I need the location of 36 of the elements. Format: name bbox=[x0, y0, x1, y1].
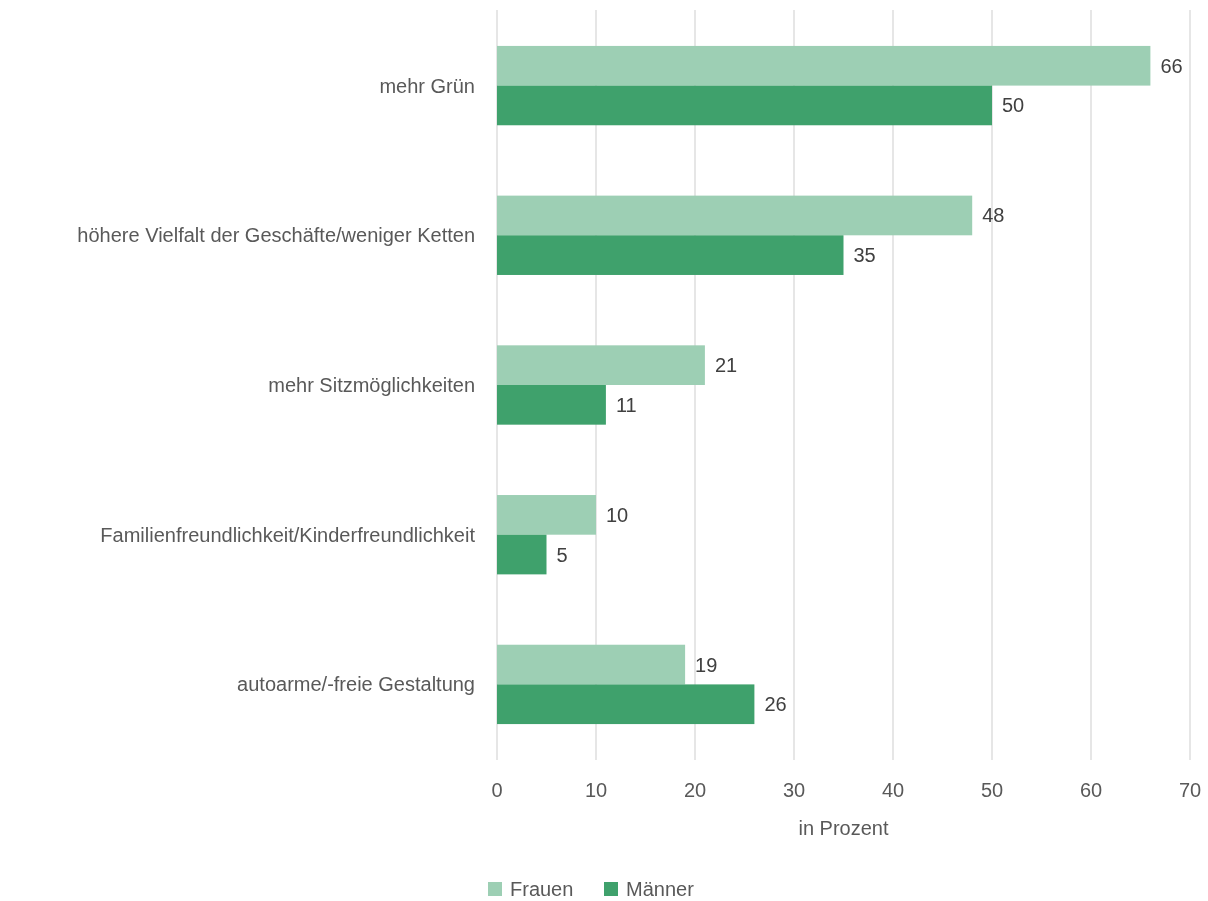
x-axis-title: in Prozent bbox=[798, 817, 889, 839]
data-label: 26 bbox=[764, 693, 787, 716]
y-tick-label: autoarme/-freie Gestaltung bbox=[237, 673, 475, 696]
bar bbox=[497, 684, 755, 725]
x-tick-label: 40 bbox=[881, 779, 905, 801]
y-tick-label: mehr Sitzmöglichkeiten bbox=[268, 374, 475, 396]
bar bbox=[497, 45, 1151, 86]
x-tick-label: 60 bbox=[1079, 779, 1103, 801]
bar bbox=[497, 495, 596, 535]
data-label: 10 bbox=[606, 503, 629, 526]
data-label: 48 bbox=[982, 204, 1005, 227]
x-tick-label: 30 bbox=[782, 779, 806, 801]
legend-label: Männer bbox=[626, 878, 695, 900]
x-tick-label: 0 bbox=[491, 779, 503, 801]
x-tick-label: 70 bbox=[1178, 779, 1202, 801]
bar bbox=[497, 534, 547, 575]
x-tick-label: 10 bbox=[584, 779, 608, 801]
data-label: 5 bbox=[556, 543, 568, 566]
bar bbox=[497, 235, 844, 275]
bar bbox=[497, 385, 606, 425]
bar bbox=[497, 85, 992, 126]
y-tick-label: mehr Grün bbox=[379, 74, 475, 97]
y-tick-label: höhere Vielfalt der Geschäfte/weniger Ketten bbox=[77, 224, 475, 247]
bar bbox=[497, 345, 705, 385]
data-label: 19 bbox=[695, 653, 718, 676]
data-label: 50 bbox=[1002, 94, 1025, 117]
bar bbox=[497, 195, 973, 236]
x-tick-label: 50 bbox=[980, 779, 1004, 801]
data-label: 11 bbox=[615, 393, 637, 416]
x-tick-label: 20 bbox=[683, 779, 707, 801]
bar bbox=[497, 644, 686, 685]
legend-label: Frauen bbox=[510, 878, 574, 900]
data-label: 35 bbox=[853, 244, 876, 267]
data-label: 66 bbox=[1160, 54, 1183, 77]
y-tick-label: Familienfreundlichkeit/Kinderfreundlichkeit bbox=[100, 523, 476, 546]
data-label: 21 bbox=[714, 354, 738, 377]
